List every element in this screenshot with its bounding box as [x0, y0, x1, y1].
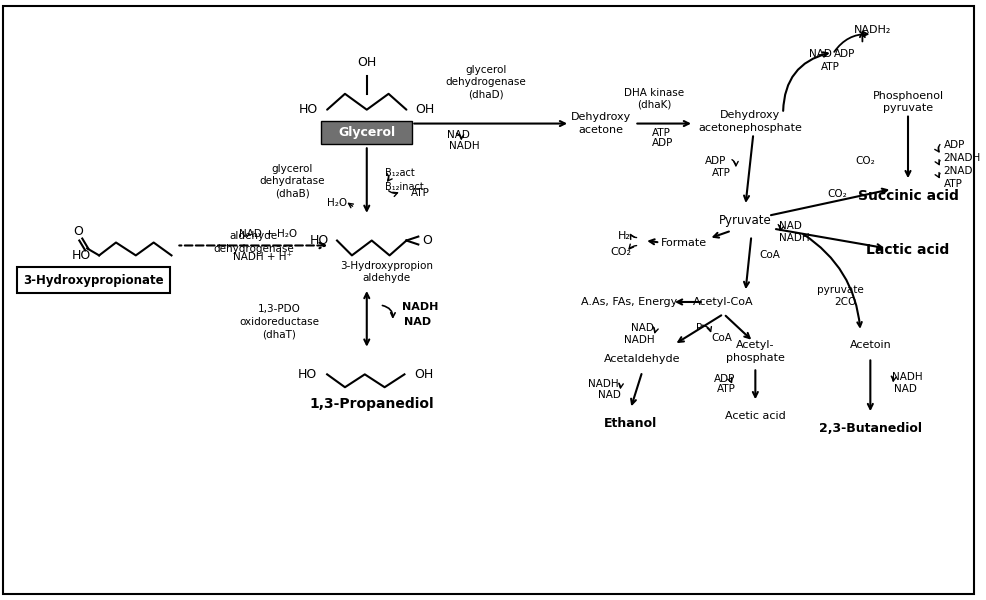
Text: CoA: CoA [712, 332, 733, 343]
Text: NAD: NAD [447, 130, 469, 140]
Text: HO: HO [298, 368, 317, 381]
Text: ATP: ATP [712, 168, 731, 178]
Text: B₁₂act: B₁₂act [385, 168, 414, 178]
Text: Ethanol: Ethanol [603, 418, 657, 430]
FancyBboxPatch shape [17, 267, 170, 293]
Text: NAD + H₂O: NAD + H₂O [239, 229, 297, 239]
Text: NAD: NAD [810, 49, 832, 59]
Text: CO₂: CO₂ [610, 247, 631, 257]
Text: pyruvate: pyruvate [817, 285, 864, 295]
Text: NADH: NADH [449, 142, 479, 151]
Text: 3-Hydroxypropion
aldehyde: 3-Hydroxypropion aldehyde [340, 261, 433, 283]
Text: Dehydroxy
acetone: Dehydroxy acetone [571, 112, 631, 135]
Text: HO: HO [72, 249, 91, 262]
Text: Acetic acid: Acetic acid [725, 411, 786, 421]
Text: Dehydroxy
acetonephosphate: Dehydroxy acetonephosphate [698, 110, 803, 133]
Text: Acetyl-
phosphate: Acetyl- phosphate [726, 340, 785, 363]
Text: 1,3-PDO
oxidoreductase
(dhaT): 1,3-PDO oxidoreductase (dhaT) [240, 304, 319, 339]
Text: NADH: NADH [892, 373, 923, 382]
Text: Acetyl-CoA: Acetyl-CoA [693, 297, 754, 307]
Text: aldehyde
dehydrogenase: aldehyde dehydrogenase [213, 232, 294, 254]
Text: NAD: NAD [894, 384, 917, 394]
Text: NADH + H⁺: NADH + H⁺ [233, 253, 292, 262]
Text: ADP: ADP [705, 156, 727, 166]
Text: NAD: NAD [404, 317, 432, 327]
Text: 3-Hydroxypropionate: 3-Hydroxypropionate [23, 274, 164, 287]
FancyBboxPatch shape [321, 121, 412, 145]
Text: Acetoin: Acetoin [850, 340, 891, 350]
Text: 2NAD: 2NAD [944, 166, 973, 176]
Text: NADH: NADH [623, 335, 655, 344]
Text: ADP: ADP [834, 49, 855, 59]
Text: A.As, FAs, Energy: A.As, FAs, Energy [582, 297, 677, 307]
Text: NADH: NADH [402, 302, 439, 312]
Text: ATP: ATP [717, 384, 736, 394]
Text: CoA: CoA [759, 250, 780, 260]
Text: ADP: ADP [653, 139, 673, 148]
Text: ATP: ATP [821, 62, 840, 72]
Text: Succinic acid: Succinic acid [858, 189, 958, 203]
Text: DHA kinase
(dhaK): DHA kinase (dhaK) [624, 88, 684, 110]
Text: H₂O: H₂O [326, 198, 347, 208]
Text: B₁₂inact: B₁₂inact [385, 182, 423, 192]
Text: Lactic acid: Lactic acid [867, 244, 950, 257]
Text: Phosphoenol
pyruvate: Phosphoenol pyruvate [873, 91, 944, 113]
Text: glycerol
dehydrogenase
(dhaD): glycerol dehydrogenase (dhaD) [446, 65, 527, 100]
Text: ADP: ADP [944, 140, 965, 151]
Text: O: O [422, 234, 432, 247]
Text: ADP: ADP [714, 374, 736, 385]
Text: 2NADH: 2NADH [944, 153, 981, 163]
Text: P: P [696, 323, 702, 333]
Text: HO: HO [299, 103, 318, 116]
Text: H₂: H₂ [618, 230, 631, 241]
Text: glycerol
dehydratase
(dhaB): glycerol dehydratase (dhaB) [259, 164, 325, 199]
Text: ATP: ATP [653, 128, 671, 139]
Text: Formate: Formate [661, 238, 707, 248]
Text: NAD: NAD [779, 221, 802, 230]
Text: ATP: ATP [944, 179, 962, 189]
Text: 2,3-Butanediol: 2,3-Butanediol [818, 422, 922, 436]
Text: O: O [73, 224, 83, 238]
Text: ATP: ATP [411, 188, 430, 198]
Text: Acetaldehyde: Acetaldehyde [604, 355, 680, 364]
Text: HO: HO [310, 234, 329, 247]
Text: NAD: NAD [598, 390, 620, 400]
Text: CO₂: CO₂ [856, 156, 876, 166]
Text: NADH₂: NADH₂ [854, 25, 891, 35]
Text: CO₂: CO₂ [828, 189, 848, 199]
Text: Glycerol: Glycerol [338, 126, 395, 139]
Text: NADH: NADH [779, 233, 810, 242]
Text: NAD: NAD [631, 323, 655, 333]
Text: OH: OH [415, 103, 435, 116]
Text: 1,3-Propanediol: 1,3-Propanediol [310, 397, 434, 411]
Text: Pyruvate: Pyruvate [719, 214, 772, 227]
Text: OH: OH [414, 368, 434, 381]
Text: OH: OH [357, 56, 377, 69]
Text: 2CO: 2CO [834, 297, 857, 307]
FancyBboxPatch shape [3, 5, 974, 595]
Text: NADH: NADH [588, 379, 618, 389]
